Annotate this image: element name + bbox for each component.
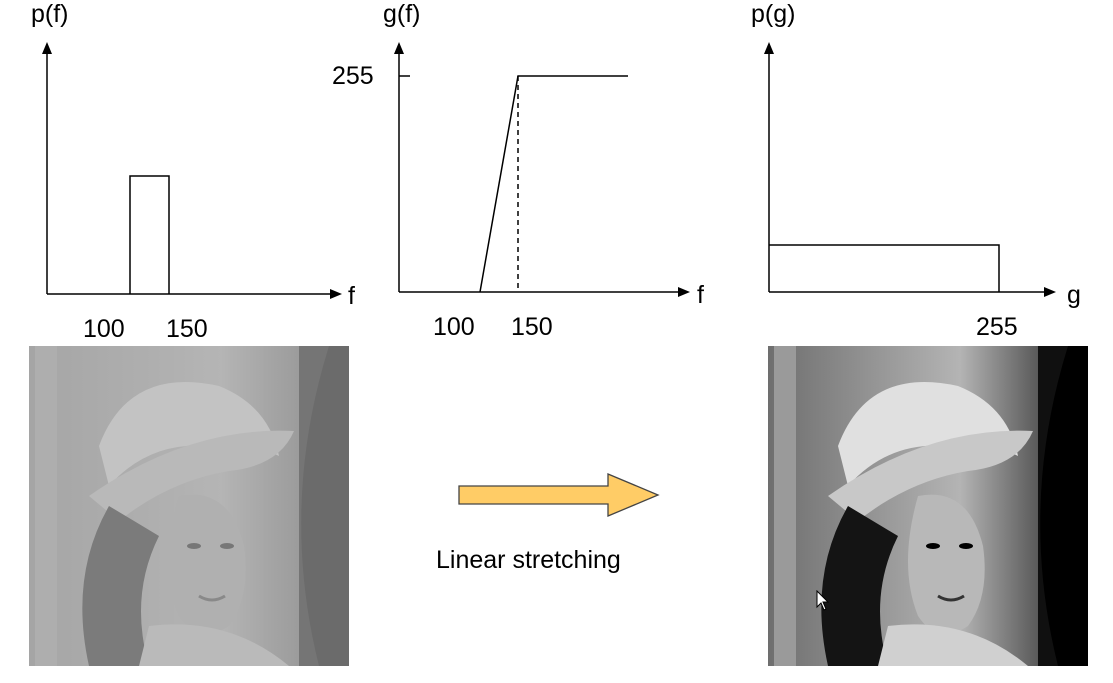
- histogram-input-plot: [42, 42, 342, 299]
- low-contrast-photo: [29, 346, 349, 666]
- y-axis-label: g(f): [383, 0, 421, 28]
- y-axis-arrowhead: [764, 42, 774, 54]
- y-tick-label-255: 255: [332, 62, 374, 90]
- histogram-output-plot: [764, 42, 1056, 297]
- y-axis-label: p(g): [751, 0, 796, 28]
- tick-label-100: 100: [433, 313, 475, 341]
- histogram-bar: [129, 175, 170, 294]
- tick-label-150: 150: [511, 313, 553, 341]
- x-axis-label: g: [1067, 281, 1081, 309]
- transfer-function-plot: [394, 42, 690, 297]
- arrow-right-icon: [458, 473, 660, 517]
- y-axis-label: p(f): [31, 0, 69, 28]
- x-axis-label: f: [697, 281, 704, 309]
- tick-label-150: 150: [166, 315, 208, 343]
- x-axis-arrowhead: [330, 289, 342, 299]
- x-axis-label: f: [348, 282, 355, 310]
- y-axis-arrowhead: [42, 42, 52, 54]
- tick-label-255: 255: [976, 313, 1018, 341]
- y-axis-arrowhead: [394, 42, 404, 54]
- mouse-cursor-icon: [816, 590, 830, 611]
- stretched-photo: [768, 346, 1088, 666]
- tick-label-100: 100: [83, 315, 125, 343]
- operation-label: Linear stretching: [436, 546, 621, 574]
- x-axis-arrowhead: [678, 287, 690, 297]
- histogram-bar: [769, 244, 1000, 292]
- transfer-curve: [479, 75, 628, 293]
- x-axis-arrowhead: [1044, 287, 1056, 297]
